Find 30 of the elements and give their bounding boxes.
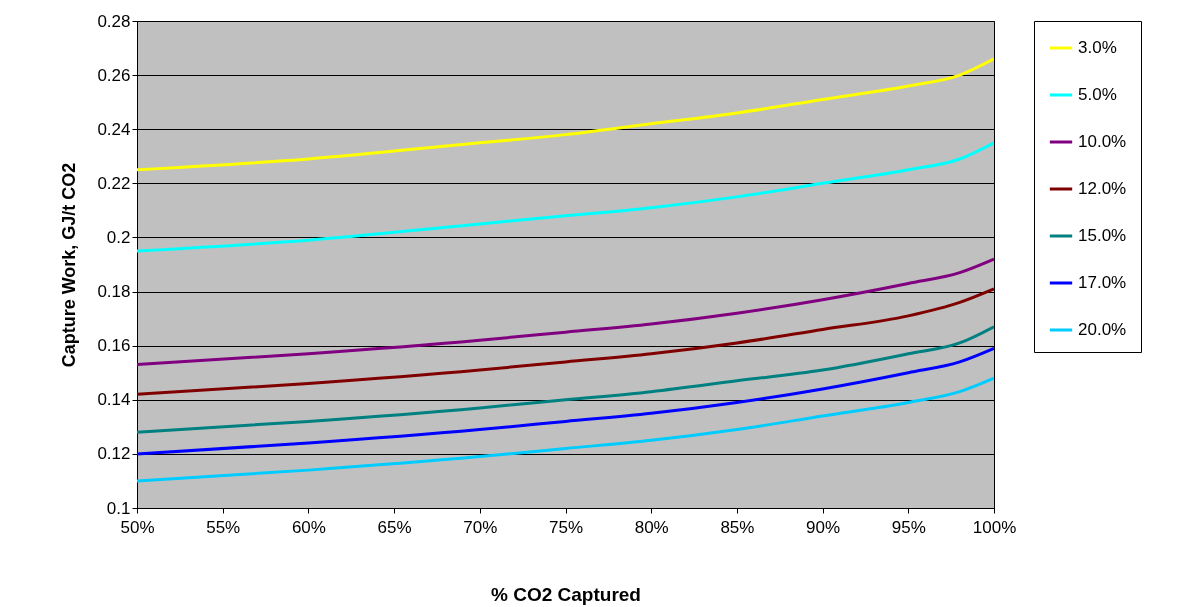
legend-label: 20.0% <box>1078 320 1127 339</box>
legend-label: 10.0% <box>1078 132 1127 151</box>
x-axis-title: % CO2 Captured <box>491 583 641 605</box>
legend-label: 5.0% <box>1078 85 1117 104</box>
y-tick-label: 0.18 <box>97 282 131 302</box>
legend-label: 3.0% <box>1078 38 1117 57</box>
y-tick-label: 0.28 <box>97 11 131 31</box>
legend-label: 17.0% <box>1078 273 1127 292</box>
y-tick-label: 0.2 <box>106 227 131 247</box>
y-tick-label: 0.22 <box>97 173 131 193</box>
legend-label: 12.0% <box>1078 179 1127 198</box>
y-tick-label: 0.26 <box>97 65 131 85</box>
y-tick-label: 0.1 <box>106 498 131 518</box>
x-tick-label: 95% <box>891 517 926 537</box>
x-tick-label: 50% <box>120 517 155 537</box>
x-tick-label: 60% <box>291 517 326 537</box>
x-tick-label: 65% <box>377 517 412 537</box>
y-tick-label: 0.12 <box>97 444 131 464</box>
x-tick-label: 100% <box>972 517 1017 537</box>
y-axis-title: Capture Work, GJ/t CO2 <box>59 162 80 368</box>
y-tick-label: 0.14 <box>97 390 131 410</box>
y-tick-label: 0.16 <box>97 336 131 356</box>
x-tick-label: 80% <box>634 517 669 537</box>
x-tick-label: 55% <box>206 517 241 537</box>
x-tick-label: 85% <box>720 517 755 537</box>
y-tick-label: 0.24 <box>97 119 131 139</box>
x-tick-label: 90% <box>806 517 841 537</box>
x-tick-label: 70% <box>463 517 498 537</box>
legend-label: 15.0% <box>1078 226 1127 245</box>
x-tick-label: 75% <box>548 517 584 537</box>
